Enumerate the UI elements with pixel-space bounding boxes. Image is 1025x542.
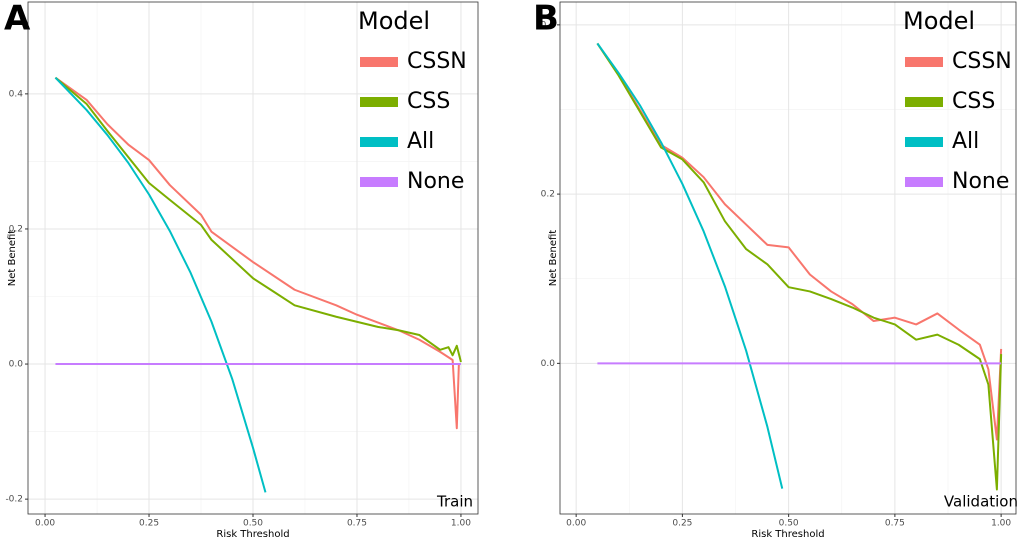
y-tick-label: 0.2	[541, 190, 555, 200]
legend-title: Model	[358, 7, 430, 35]
y-tick-label: 0.2	[9, 224, 23, 234]
legend-label: CSSN	[407, 49, 467, 74]
legend-label: None	[952, 169, 1009, 194]
x-tick-label: 0.25	[672, 519, 692, 529]
y-tick-label: 0.4	[9, 89, 24, 99]
x-tick-label: 0.25	[139, 519, 159, 529]
series-line	[54, 76, 462, 363]
y-tick-label: 0.4	[541, 20, 556, 30]
legend-label: CSS	[407, 89, 450, 114]
x-tick-label: 0.00	[566, 519, 586, 529]
legend-key	[905, 57, 943, 67]
y-axis-label: Net Benefit	[548, 230, 559, 287]
annotation: Validation	[944, 493, 1018, 511]
x-tick-label: 0.75	[347, 519, 367, 529]
legend-key	[360, 57, 398, 67]
series-line	[596, 42, 784, 489]
legend-key	[360, 97, 398, 107]
y-tick-label: 0.0	[541, 359, 556, 369]
x-axis-label: Risk Threshold	[216, 529, 289, 540]
series-line	[596, 42, 1003, 491]
plot-background	[560, 2, 1016, 514]
y-tick-label: -0.2	[5, 495, 23, 505]
legend-key	[360, 177, 398, 187]
y-axis-label: Net Benefit	[7, 230, 18, 287]
series-line	[54, 76, 460, 430]
plot-border	[27, 1, 479, 515]
legend-label: All	[952, 129, 979, 154]
x-tick-label: 0.75	[885, 519, 905, 529]
x-axis-label: Risk Threshold	[751, 529, 824, 540]
plot-border	[559, 1, 1017, 515]
legend-label: All	[407, 129, 434, 154]
series-line	[54, 76, 267, 493]
x-tick-label: 1.00	[991, 519, 1011, 529]
y-tick-label: 0.0	[9, 360, 24, 370]
annotation: Train	[436, 493, 473, 511]
x-tick-label: 1.00	[451, 519, 471, 529]
x-tick-label: 0.00	[35, 519, 55, 529]
legend-title: Model	[903, 7, 975, 35]
legend-key	[905, 137, 943, 147]
legend-label: CSS	[952, 89, 995, 114]
series-line	[596, 42, 1003, 441]
legend-label: None	[407, 169, 464, 194]
legend-key	[905, 177, 943, 187]
panel-label: A	[4, 0, 31, 39]
x-tick-label: 0.50	[243, 519, 263, 529]
legend-label: CSSN	[952, 49, 1012, 74]
x-tick-label: 0.50	[779, 519, 799, 529]
legend-key	[905, 97, 943, 107]
panel-label: B	[533, 0, 559, 39]
legend-key	[360, 137, 398, 147]
